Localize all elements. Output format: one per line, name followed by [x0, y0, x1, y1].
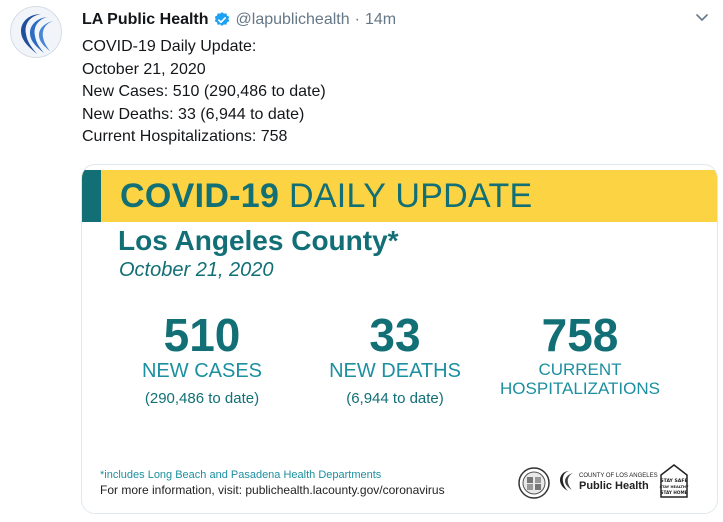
verified-badge-icon [213, 11, 231, 29]
avatar[interactable] [10, 6, 62, 58]
card-date: October 21, 2020 [119, 259, 274, 281]
svg-text:STAY SAFE: STAY SAFE [660, 478, 687, 484]
stat-number: 510 [163, 309, 241, 361]
tweet-text: COVID-19 Daily Update: October 21, 2020 … [82, 36, 326, 149]
stat-to-date: (290,486 to date) [144, 390, 260, 407]
logo-big-text: Public Health [579, 480, 649, 492]
public-health-logo-icon [560, 471, 573, 491]
avatar-logo-icon [21, 14, 53, 54]
stay-safe-badge-icon: STAY SAFE STAY HEALTHY STAY HOME [659, 463, 689, 499]
chevron-down-icon [696, 14, 708, 22]
logo-small-text: COUNTY OF LOS ANGELES [579, 473, 658, 479]
banner-title-rest: DAILY UPDATE [279, 177, 533, 215]
banner-title-bold: COVID-19 [120, 177, 280, 215]
tweet-line: COVID-19 Daily Update: [82, 38, 257, 55]
svg-text:STAY HOME: STAY HOME [661, 490, 688, 495]
stat-label: NEW DEATHS [329, 360, 461, 382]
tweet-line: October 21, 2020 [82, 60, 206, 78]
footnote: *includes Long Beach and Pasadena Health… [100, 469, 382, 481]
county-title: Los Angeles County* [118, 225, 399, 256]
stat-label: NEW CASES [141, 360, 263, 382]
banner-accent [82, 170, 101, 222]
public-health-logo: COUNTY OF LOS ANGELES Public Health [560, 470, 658, 492]
stat-label-line1: CURRENT [538, 360, 622, 379]
county-seal-icon [518, 467, 550, 499]
stat-number: 33 [369, 309, 421, 361]
author-handle[interactable]: @lapublichealth [235, 11, 350, 28]
more-options-button[interactable] [695, 10, 709, 28]
media-card[interactable]: COVID-19 DAILY UPDATE Los Angeles County… [81, 164, 718, 514]
stat-new-cases: 510 NEW CASES (290,486 to date) [117, 310, 287, 407]
stat-to-date: (6,944 to date) [346, 390, 444, 407]
svg-text:STAY HEALTHY: STAY HEALTHY [659, 485, 688, 489]
stat-new-deaths: 33 NEW DEATHS (6,944 to date) [305, 310, 485, 407]
banner [82, 170, 717, 222]
tweet-line: New Cases: 510 (290,486 to date) [82, 83, 326, 100]
tweet-timestamp[interactable]: 14m [364, 11, 397, 28]
stat-hospitalizations: 758 CURRENT HOSPITALIZATIONS [490, 310, 670, 398]
author-name[interactable]: LA Public Health [82, 11, 209, 28]
tweet-line: Current Hospitalizations: 758 [82, 128, 288, 145]
stat-label-line2: HOSPITALIZATIONS [500, 379, 660, 398]
tweet-line: New Deaths: 33 (6,944 to date) [82, 105, 305, 123]
tweet-header: LA Public Health @lapublichealth · 14m [82, 9, 396, 31]
banner-title: COVID-19 DAILY UPDATE [120, 175, 533, 217]
more-info-text: For more information, visit: publichealt… [100, 483, 445, 497]
separator-dot: · [354, 11, 360, 28]
stat-number: 758 [541, 309, 619, 361]
